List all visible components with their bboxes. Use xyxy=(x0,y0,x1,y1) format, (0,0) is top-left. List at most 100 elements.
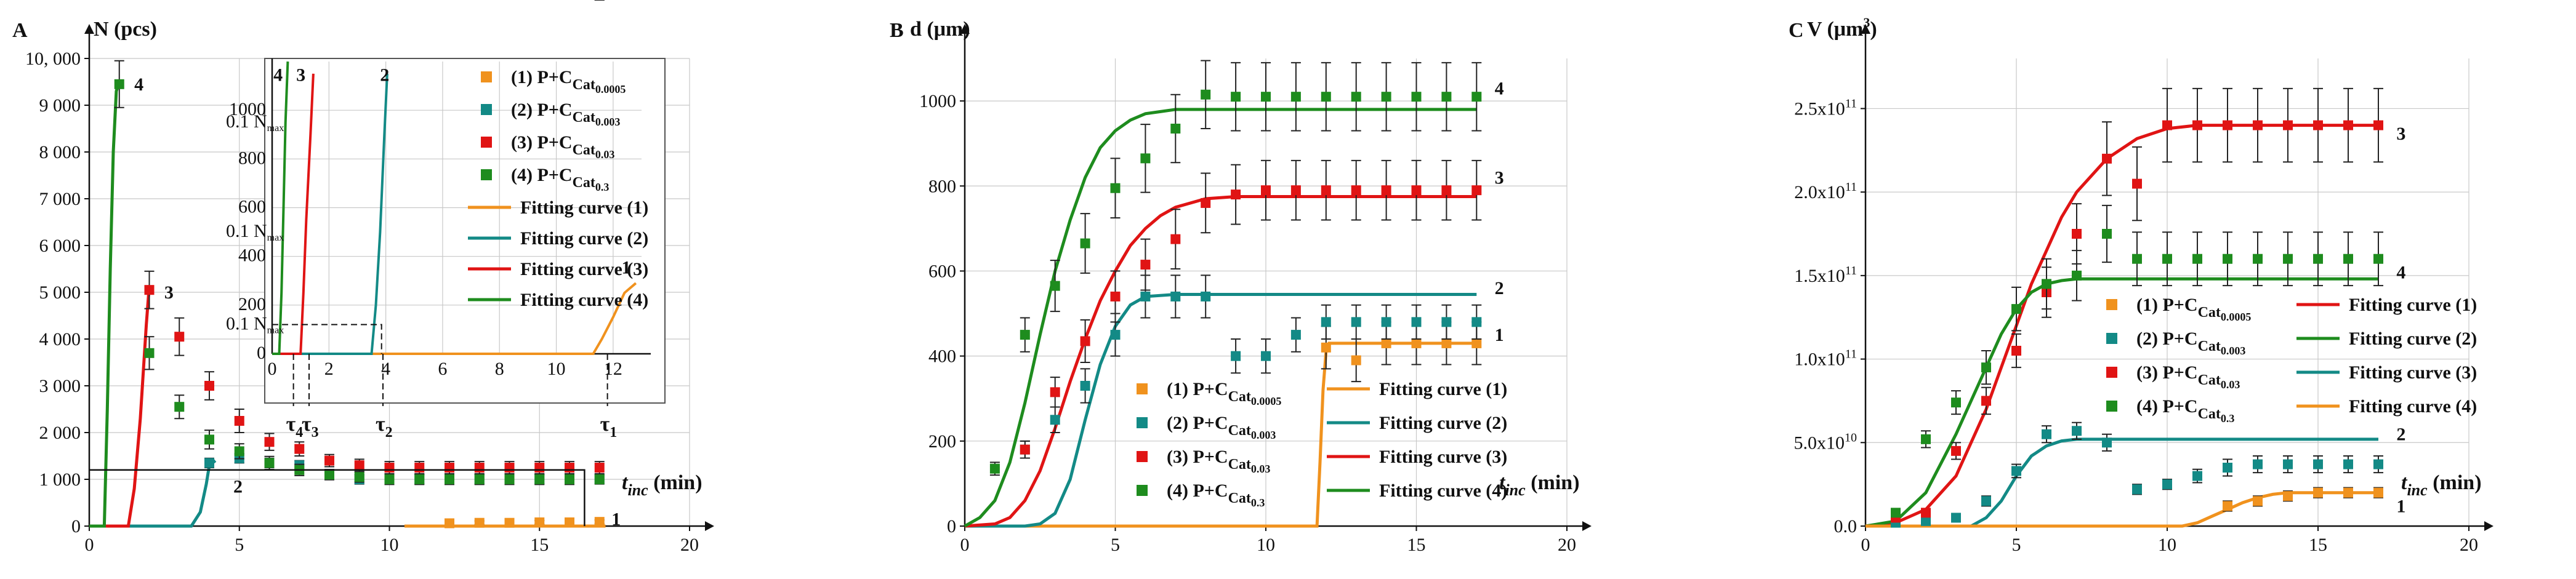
panel-a-series-3-point xyxy=(264,437,275,447)
panel-c-x-axis-arrow xyxy=(2484,521,2493,531)
panel-a-series-3-point xyxy=(354,460,364,471)
panel-c-legend-marker-2 xyxy=(2106,333,2117,344)
panel-a-inset-x-tick-label: 8 xyxy=(495,359,504,379)
panel-c-y-tick-label: 5.0x1010 xyxy=(1794,431,1858,453)
panel-b-series-4-point xyxy=(1080,238,1090,249)
panel-a-inset-curve-label: 3 xyxy=(296,65,305,86)
panel-c-series-4-point xyxy=(2042,279,2051,289)
panel-b-x-axis-arrow xyxy=(1582,521,1592,531)
panel-b-series-3-point xyxy=(1321,185,1331,196)
panel-c-legend-curve-label-1: Fitting curve (1) xyxy=(2349,295,2477,315)
panel-b-series-4-point xyxy=(1110,183,1121,193)
panel-b-legend-marker-label-1: (1) P+CCat0.0005 xyxy=(1167,379,1281,407)
panel-a-series-3-point xyxy=(204,381,214,391)
panel-b-series-3-point xyxy=(1050,387,1060,397)
panel-c-legend-marker-label-4: (4) P+CCat0.3 xyxy=(2136,396,2234,425)
panel-a-inset-y-tick-label: 600 xyxy=(238,197,266,217)
panel-b-series-4-point xyxy=(1441,92,1452,102)
panel-c-series-3-point xyxy=(1951,445,1961,456)
panel-c-series-2-point xyxy=(2042,429,2051,439)
panel-c-series-4-point xyxy=(2132,254,2142,264)
panel-c-y-axis-arrow xyxy=(1861,24,1870,34)
panel-c-x-tick-label: 15 xyxy=(2309,535,2327,555)
panel-a-series-2-point xyxy=(204,458,214,468)
panel-c-series-2-point xyxy=(2132,484,2142,495)
panel-b-series-4-point xyxy=(1290,92,1301,102)
panel-c-legend-marker-label-1: (1) P+CCat0.0005 xyxy=(2136,295,2251,323)
panel-c-series-4-point xyxy=(1891,508,1901,518)
panel-b-series-4-point xyxy=(989,463,1000,474)
panel-a-inset-threshold-guide xyxy=(272,324,382,354)
panel-a-series-3-point xyxy=(414,463,425,473)
panel-b-series-2-point xyxy=(1290,330,1301,340)
panel-a-x-axis-arrow xyxy=(705,521,714,531)
panel-a-series-4-point xyxy=(114,79,124,89)
panel-c-series-2-point xyxy=(2223,463,2232,473)
panel-c-legend-marker-label-3: (3) P+CCat0.03 xyxy=(2136,362,2240,391)
panel-c-series-2-point xyxy=(2011,466,2021,476)
panel-b-series-3-point xyxy=(1411,185,1422,196)
panel-b-series-3-point xyxy=(1261,185,1271,196)
panel-a-series-4-point xyxy=(534,474,545,484)
panel-c-legend-marker-3 xyxy=(2106,367,2117,378)
panel-b-series-1-point xyxy=(1411,338,1422,348)
panel-b-x-tick-label: 10 xyxy=(1257,535,1275,555)
panel-a-series-4-point xyxy=(174,402,185,412)
panel-b-series-3-point xyxy=(1351,185,1361,196)
panel-c-series-3-point xyxy=(2223,120,2232,130)
panel-a-y-tick-label: 1 000 xyxy=(39,469,81,490)
panel-b-legend-marker-label-4: (4) P+CCat0.3 xyxy=(1167,481,1265,509)
panel-a-inset-fit-2 xyxy=(272,73,388,355)
panel-b-x-tick-label: 15 xyxy=(1407,535,1426,555)
panel-c-series-4-point xyxy=(2011,304,2021,314)
panel-a-series-3-point xyxy=(534,463,545,473)
panel-b-series-4-point xyxy=(1351,92,1361,102)
panel-a-series-4-point xyxy=(594,474,605,484)
panel-a-series-4-point xyxy=(144,348,155,358)
panel-a-inset-y-tick-label: 1000 xyxy=(229,99,266,119)
panel-a-curve-number-label: 2 xyxy=(233,476,243,497)
panel-a-series-3-point xyxy=(174,332,185,342)
panel-c-series-2-point xyxy=(2373,459,2383,469)
panel-a-x-tick-label: 20 xyxy=(680,535,699,555)
panel-c-y-tick-label: 2.0x1011 xyxy=(1794,180,1857,202)
panel-b-legend-marker-label-2: (2) P+CCat0.003 xyxy=(1167,413,1276,441)
panel-c-series-4-point xyxy=(2253,254,2263,264)
panel-a-tau-label-3: τ2 xyxy=(376,413,393,441)
panel-c-x-tick-label: 20 xyxy=(2460,535,2478,555)
panel-c-series-2-point xyxy=(1921,516,1931,526)
panel-b-series-1-point xyxy=(1351,355,1361,365)
panel-a-y-axis-title: N (pcs) xyxy=(94,18,157,41)
panel-a-series-3-point xyxy=(324,455,334,466)
panel-c-series-2-point xyxy=(2162,479,2172,490)
panel-b-y-tick-label: 0 xyxy=(947,516,956,537)
panel-c-series-2-point xyxy=(2102,437,2112,448)
panel-c-series-1-point xyxy=(2253,496,2263,506)
panel-b-series-2-point xyxy=(1050,415,1060,425)
panel-b-curve-number-label: 2 xyxy=(1495,278,1504,298)
panel-a-y-tick-label: 10, 000 xyxy=(25,49,81,69)
panel-a-series-1-point xyxy=(504,517,515,528)
panel-b-series-4-point xyxy=(1381,92,1391,102)
panel-a-series-3-point xyxy=(384,463,395,473)
panel-c-y-axis-title: V (μm3) xyxy=(1807,15,1877,41)
panel-c-series-2-point xyxy=(2283,459,2293,469)
panel-c-series-1-point xyxy=(2343,487,2353,498)
panel-a-legend-marker-label-4: (4) P+CCat0.3 xyxy=(511,165,609,193)
panel-b-series-4-point xyxy=(1471,92,1482,102)
panel-b-series-3-point xyxy=(1381,185,1391,196)
panel-a-inset-x-tick-label: 12 xyxy=(604,359,622,379)
panel-b-fitting-curve-2 xyxy=(965,293,1477,528)
panel-c-curve-number-label: 3 xyxy=(2396,124,2405,144)
panel-a-series-4-point xyxy=(324,469,334,480)
panel-b-legend-marker-2 xyxy=(1137,417,1148,428)
panel-a-y-tick-label: 0 xyxy=(71,516,81,537)
panel-c-series-3-point xyxy=(2343,120,2353,130)
panel-c-series-2-point xyxy=(1951,513,1961,523)
panel-b-series-3-point xyxy=(1290,185,1301,196)
panel-c-y-tick-label: 1.0x1011 xyxy=(1794,348,1857,370)
panel-c-series-3-point xyxy=(2102,153,2112,164)
panel-c-series-4-point xyxy=(1921,434,1931,444)
panel-b-legend-marker-4 xyxy=(1137,485,1148,496)
panel-b-legend-marker-3 xyxy=(1137,451,1148,462)
